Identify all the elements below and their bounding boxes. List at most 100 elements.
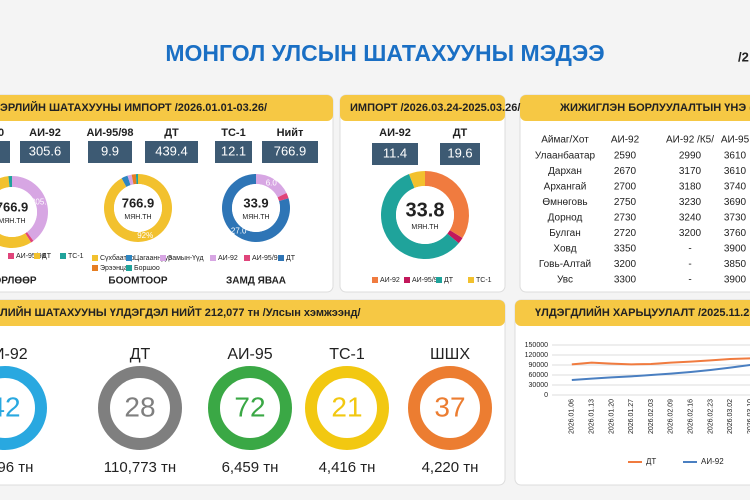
stat-box	[215, 141, 252, 163]
legend-swatch	[436, 277, 442, 283]
donut-hole	[0, 187, 37, 237]
donut-unit: МЯН.ТН	[411, 224, 438, 231]
legend-swatch	[210, 255, 216, 261]
segment-label: 92%	[137, 231, 153, 240]
x-tick-label: 2026.01.27	[628, 399, 635, 434]
stock-amount: 0,296 тн	[0, 459, 33, 476]
donut-segment	[121, 175, 131, 187]
stat-box	[145, 141, 198, 163]
stat-label: Нийт	[277, 127, 304, 139]
legend-swatch	[92, 265, 98, 271]
legend-swatch	[244, 255, 250, 261]
legend-swatch	[160, 255, 166, 261]
table-cell: 2590	[614, 151, 637, 162]
donut-segment	[25, 232, 34, 243]
table-cell: 3610	[724, 151, 747, 162]
stock-name: ТС-1	[329, 346, 365, 363]
y-tick-label: 60000	[529, 372, 549, 379]
table-cell: 3740	[724, 182, 747, 193]
stock-days: 37	[434, 391, 465, 422]
table-cell: 3200	[679, 228, 702, 239]
donut-segment	[277, 192, 289, 202]
line-series	[571, 357, 750, 366]
legend-swatch	[8, 253, 14, 259]
stock-ring	[0, 366, 47, 450]
donut-total: 766.9	[0, 199, 28, 214]
table-cell: 3690	[724, 197, 747, 208]
panel-header	[0, 95, 333, 121]
legend-swatch	[404, 277, 410, 283]
stat-label: ТС-1	[221, 127, 245, 139]
table-cell: Өмнөговь	[542, 197, 587, 208]
table-header: АИ-92 /К5/	[666, 135, 714, 146]
donut-segment	[8, 176, 12, 188]
donut-segment	[104, 173, 173, 242]
legend-label: АИ-92	[701, 457, 724, 466]
legend-swatch	[92, 255, 98, 261]
stat-value: 766.9	[274, 143, 307, 158]
stat-label: ДТ	[164, 127, 179, 139]
stat-value: 9.9	[101, 143, 119, 158]
segment-label: 27.0	[231, 226, 247, 235]
stat-label: ДТ	[453, 127, 468, 139]
stat-label: АИ-92	[379, 127, 411, 139]
x-tick-label: 2026.03.10	[747, 399, 750, 434]
table-cell: 2750	[614, 197, 637, 208]
stock-days: 42	[0, 391, 21, 422]
stock-days: 21	[331, 391, 362, 422]
donut-hole	[232, 184, 280, 232]
segment-label: 305.6	[31, 198, 52, 207]
page-title: МОНГОЛ УЛСЫН ШАТАХУУНЫ МЭДЭЭ	[165, 40, 604, 66]
stock-name: АИ-92	[0, 346, 28, 363]
legend-label: Цагааннуур	[134, 255, 172, 262]
stock-name: ШШХ	[430, 346, 470, 363]
stock-ring	[98, 366, 182, 450]
donut-segment	[221, 174, 290, 243]
table-cell: Архангай	[544, 182, 587, 193]
stock-amount: 4,416 тн	[319, 459, 376, 476]
table-cell: 3240	[679, 213, 702, 224]
stock-amount: 110,773 тн	[104, 459, 176, 476]
panel-title: ЖИЖИГЛЭН БОРЛУУЛАЛТЫН ҮНЭ (тө	[559, 102, 750, 114]
stock-ring	[208, 366, 292, 450]
table-cell: Булган	[549, 228, 580, 239]
legend-label: АИ-95/98	[412, 277, 442, 284]
stock-name: АИ-95	[227, 346, 272, 363]
donut-segment	[256, 174, 287, 198]
legend-swatch	[126, 265, 132, 271]
stock-days: 72	[234, 391, 265, 422]
table-cell: 3850	[724, 259, 747, 270]
stat-value: 19.6	[447, 145, 472, 160]
stat-box	[0, 141, 10, 163]
donut-segment	[425, 171, 469, 238]
legend-label: Эрээнцав	[100, 265, 132, 272]
donut-unit: МЯН.ТН	[242, 214, 269, 221]
table-cell: 3900	[724, 244, 747, 255]
legend-label: Замын-Үүд	[168, 255, 204, 262]
table-cell: 2700	[614, 182, 637, 193]
y-tick-label: 30000	[529, 382, 549, 389]
stat-box	[372, 143, 418, 165]
panel-header	[515, 300, 750, 326]
donut-unit: МЯН.ТН	[124, 214, 151, 221]
donut-caption: ТӨРЛӨӨР	[0, 276, 37, 287]
legend-label: ДТ	[286, 255, 296, 262]
panel-header	[0, 300, 505, 326]
donut-caption: ЗАМД ЯВАА	[226, 276, 286, 287]
legend-label: ДТ	[444, 277, 454, 284]
stat-box	[440, 143, 480, 165]
stat-box	[262, 141, 318, 163]
stat-label: АИ-95/98	[86, 127, 133, 139]
legend-swatch	[34, 253, 40, 259]
segment-label: 6.0	[266, 178, 278, 187]
stat-label: 0	[0, 127, 4, 139]
stock-amount: 4,220 тн	[422, 459, 479, 476]
stock-days: 28	[124, 391, 155, 422]
stock-amount: 6,459 тн	[222, 459, 279, 476]
x-tick-label: 2026.02.03	[648, 399, 655, 434]
table-cell: 3300	[614, 275, 637, 286]
donut-segment	[381, 174, 459, 259]
table-cell: 2670	[614, 166, 637, 177]
donut-segment	[127, 174, 134, 186]
